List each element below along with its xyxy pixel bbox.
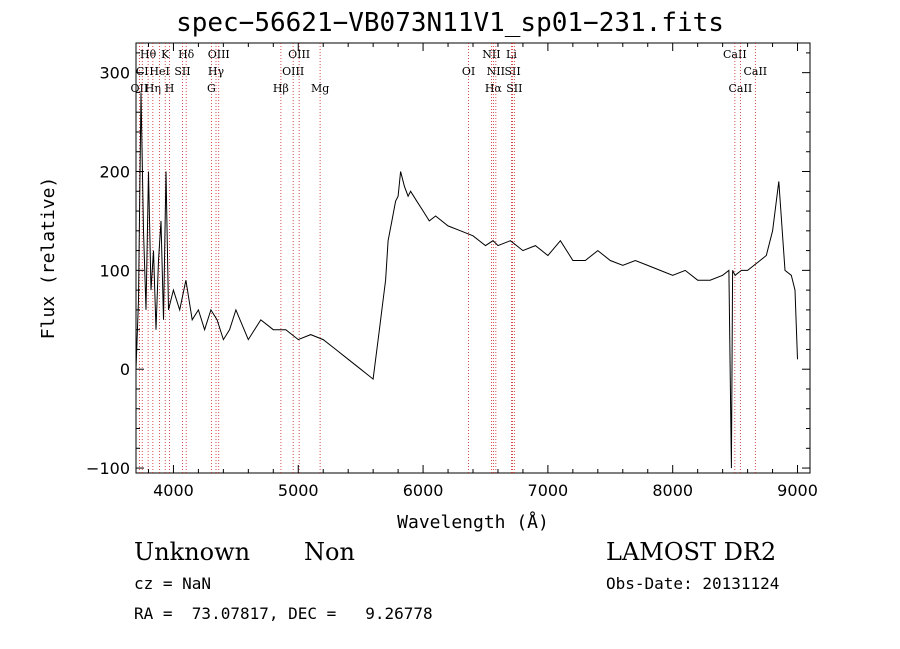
line-label: NII [487,65,505,78]
line-label: CaII [743,65,767,78]
line-label: SII [504,65,520,78]
survey-label: LAMOST DR2 [606,538,777,566]
line-label: Hδ [178,48,195,61]
spectrum-line [135,92,798,469]
line-label: Hθ [140,48,157,61]
class-label: Unknown [134,538,251,566]
x-tick-label: 4000 [153,481,194,500]
chart-title: spec−56621−VB073N11V1_sp01−231.fits [176,8,724,38]
line-label: CaII [729,82,753,95]
y-tick-label: 100 [99,261,130,280]
line-label: Hη [145,82,161,95]
line-label: CaII [723,48,747,61]
line-label: NII [482,48,500,61]
x-tick-label: 6000 [403,481,444,500]
y-tick-label: 0 [120,360,130,379]
y-tick-label: 300 [99,64,130,83]
redshift-label: cz = NaN [134,574,212,593]
subclass-label: Non [304,538,355,566]
line-label: OIII [282,65,304,78]
x-tick-label: 8000 [652,481,693,500]
line-label: K [161,48,170,61]
line-label: Li [506,48,517,61]
line-label: OII [131,82,149,95]
x-tick-label: 5000 [278,481,319,500]
line-label: G [207,82,216,95]
obs-date-label: Obs-Date: 20131124 [606,574,780,593]
line-label: OIII [208,48,230,61]
x-axis-label: Wavelength (Å) [397,511,549,533]
line-label: OI [462,65,475,78]
y-axis-label: Flux (relative) [38,177,59,340]
line-label: Mg [311,82,329,95]
line-label: Hβ [273,82,289,95]
line-label: Hγ [208,65,225,78]
line-label: CI [136,65,149,78]
line-label: OIII [288,48,310,61]
line-label: Hα [485,82,503,95]
line-label: SII [506,82,522,95]
x-tick-label: 9000 [777,481,818,500]
plot-frame [135,42,811,474]
x-tick-label: 7000 [528,481,569,500]
line-label: HeI [149,65,169,78]
line-label: H [165,82,175,95]
coordinates-label: RA = 73.07817, DEC = 9.26778 [134,604,433,623]
y-tick-label: −100 [86,459,130,478]
y-tick-label: 200 [99,163,130,182]
line-label: SII [174,65,190,78]
